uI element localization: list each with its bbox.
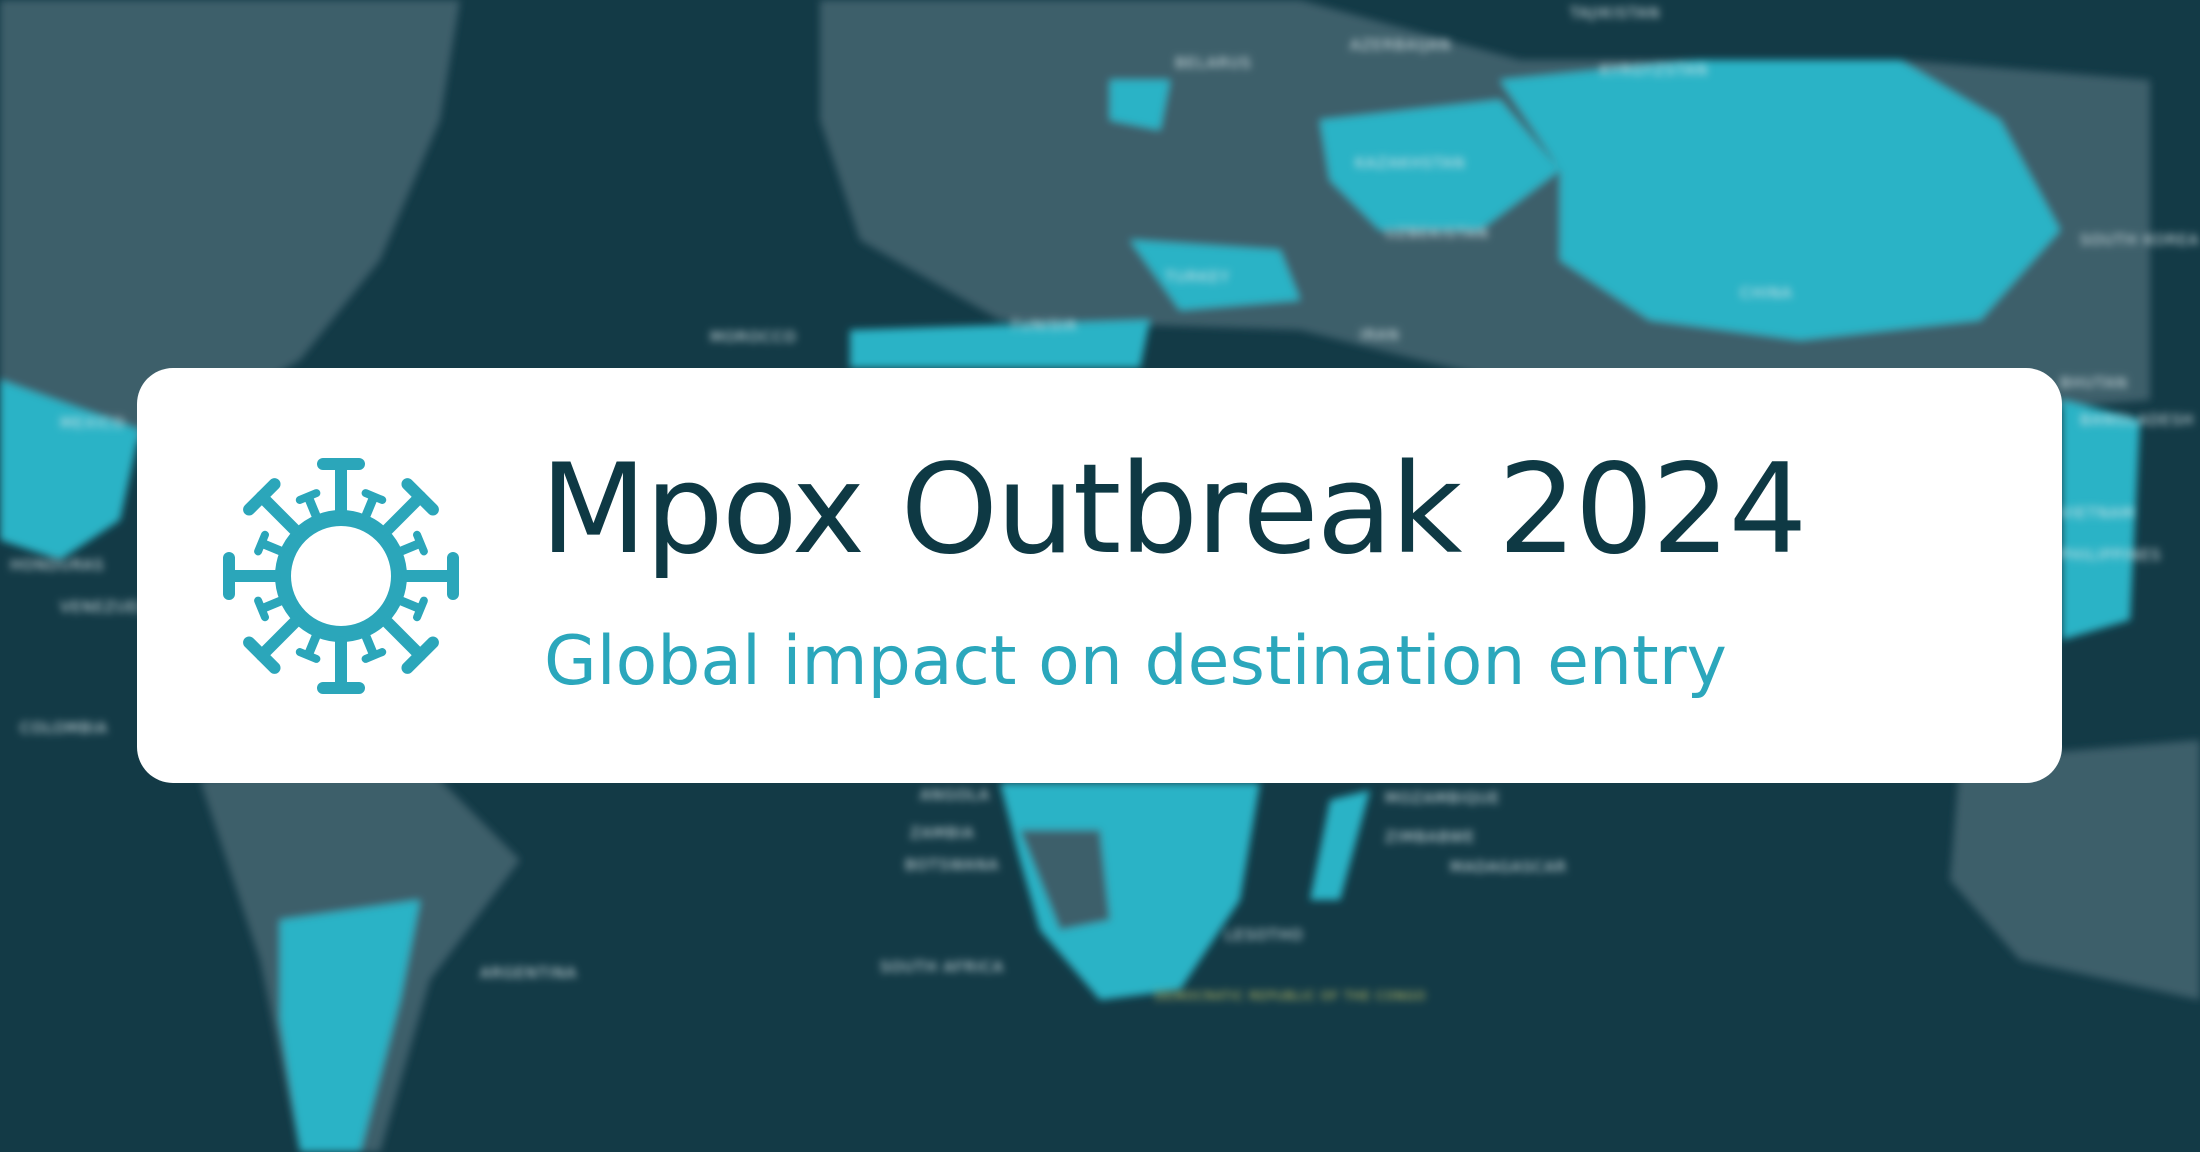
virus-spike (381, 490, 427, 536)
virus-spike-small-cap (254, 596, 269, 622)
virus-spike-small (258, 596, 285, 613)
map-label: MOROCCO (710, 328, 797, 346)
map-label: TAJIKISTAN (1569, 4, 1660, 22)
virus-spike-small (258, 539, 285, 556)
map-label: BANGLADESH (2080, 411, 2194, 429)
map-label: VIETNAM (2060, 504, 2135, 522)
subtitle: Global impact on destination entry (544, 622, 1727, 701)
map-label: CHINA (1740, 284, 1793, 302)
map-label: AZERBAIJAN (1350, 36, 1451, 54)
map-label: LESOTHO (1225, 926, 1303, 944)
virus-spike-small (397, 539, 424, 556)
map-label: SOUTH KOREA (2080, 231, 2200, 249)
virus-spike-small (361, 493, 378, 520)
map-label: KYRGYZSTAN (1600, 61, 1708, 79)
map-label: ANGOLA (920, 786, 990, 804)
map-label: KAZAKHSTAN (1355, 154, 1466, 172)
virus-icon (223, 458, 459, 694)
map-label: DEMOCRATIC REPUBLIC OF THE CONGO (1155, 989, 1426, 1003)
map-label: ZIMBABWE (1385, 828, 1475, 846)
map-label: MADAGASCAR (1450, 858, 1567, 876)
virus-body (275, 510, 407, 642)
virus-spike-cap (243, 478, 281, 516)
map-labels: BELARUS AZERBAIJAN TAJIKISTAN KYRGYZSTAN KAZ… (10, 4, 2200, 1003)
virus-spike-small (361, 632, 378, 659)
virus-spike-small-cap (361, 648, 387, 663)
map-label: ZAMBIA (910, 824, 974, 842)
map-label: UZBEKISTAN (1385, 224, 1489, 242)
map-label: BHUTAN (2060, 374, 2128, 392)
map-label: COLOMBIA (20, 719, 108, 737)
map-label: VENEZUELA (60, 598, 159, 616)
virus-spike (255, 616, 301, 662)
map-label: MEXICO (60, 414, 125, 432)
virus-spike (381, 616, 427, 662)
virus-spike-small-cap (413, 596, 428, 622)
virus-spike-cap (401, 478, 439, 516)
virus-spike-small-cap (361, 489, 387, 504)
virus-spike-small (304, 632, 321, 659)
map-label: PHILIPPINES (2060, 546, 2161, 564)
virus-spike (255, 490, 301, 536)
map-label: IRAN (1360, 326, 1400, 344)
map-label: MOZAMBIQUE (1385, 789, 1500, 807)
title: Mpox Outbreak 2024 (540, 438, 1807, 582)
map-label: HONDURAS (10, 556, 104, 574)
map-label: ARGENTINA (480, 964, 577, 982)
virus-spike-small-cap (295, 648, 321, 663)
map-label: BOTSWANA (905, 856, 999, 874)
virus-spike-small-cap (295, 489, 321, 504)
map-label: TURKEY (1164, 268, 1230, 286)
virus-spike-small-cap (413, 530, 428, 556)
map-label: BELARUS (1175, 54, 1252, 72)
virus-spike-small (304, 493, 321, 520)
virus-spike-small (397, 596, 424, 613)
map-label: TUNISIA (1009, 316, 1077, 334)
map-label: SOUTH AFRICA (880, 958, 1004, 976)
virus-spike-cap (243, 636, 281, 674)
virus-spike-cap (401, 636, 439, 674)
virus-spike-small-cap (254, 530, 269, 556)
